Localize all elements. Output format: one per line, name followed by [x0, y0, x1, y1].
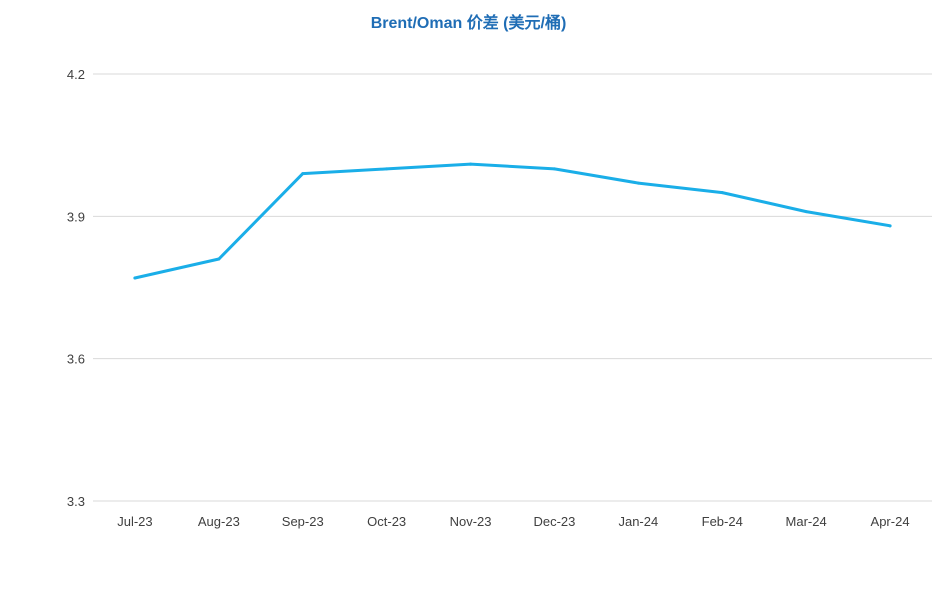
data-point: [636, 181, 640, 185]
data-point: [720, 191, 724, 195]
y-tick-label: 3.3: [67, 494, 85, 509]
chart-title: Brent/Oman 价差 (美元/桶): [370, 15, 567, 32]
gridlines: [93, 73, 932, 502]
x-tick-label: Mar-24: [786, 514, 827, 529]
x-tick-label: Jan-24: [618, 514, 658, 529]
x-tick-label: Oct-23: [367, 514, 406, 529]
y-tick-label: 4.2: [67, 67, 85, 82]
data-point: [469, 162, 473, 166]
x-tick-label: Dec-23: [533, 514, 575, 529]
data-point: [552, 167, 556, 171]
x-tick-label: Aug-23: [198, 514, 240, 529]
x-axis-ticks: Jul-23 Aug-23 Sep-23 Oct-23 Nov-23 Dec-23 Jan-…: [117, 514, 909, 529]
y-axis-ticks: 3.3 3.6 3.9 4.2: [67, 67, 85, 509]
series-line: [133, 162, 892, 280]
x-tick-label: Feb-24: [702, 514, 743, 529]
data-point: [888, 224, 892, 228]
y-tick-label: 3.9: [67, 209, 85, 224]
y-tick-label: 3.6: [67, 352, 85, 367]
data-point: [385, 167, 389, 171]
x-tick-label: Nov-23: [450, 514, 492, 529]
data-point: [133, 276, 137, 280]
x-tick-label: Apr-24: [871, 514, 910, 529]
data-point: [804, 210, 808, 214]
x-tick-label: Sep-23: [282, 514, 324, 529]
series-layer: [133, 162, 892, 280]
x-tick-label: Jul-23: [117, 514, 152, 529]
data-point: [217, 257, 221, 261]
data-point: [301, 172, 305, 176]
